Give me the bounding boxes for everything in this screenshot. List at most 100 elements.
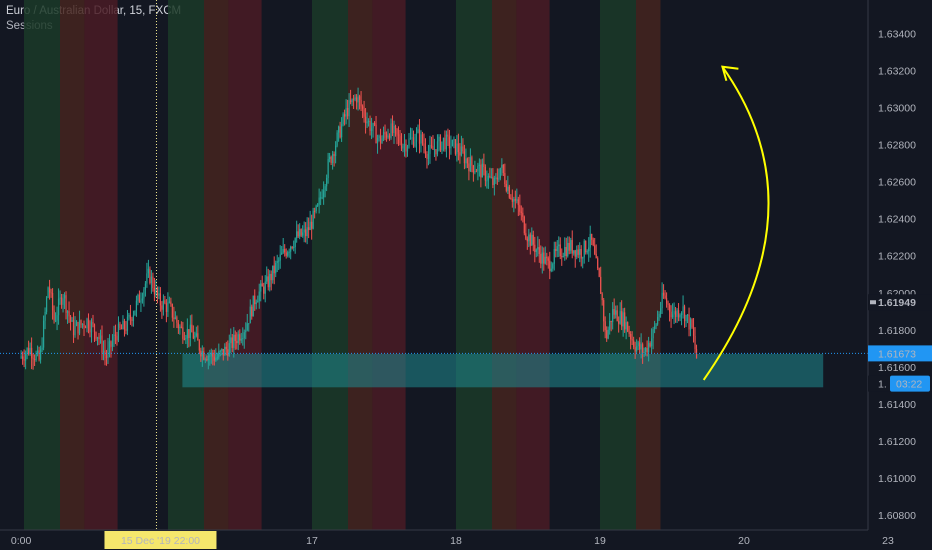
candle-body (326, 177, 328, 187)
price-tick-label: 1.63200 (878, 65, 916, 77)
candle-body (269, 273, 271, 288)
candle-body (224, 346, 226, 356)
candle-body (659, 308, 662, 315)
time-tick-label: 23 (882, 535, 894, 547)
candle-body (95, 332, 97, 339)
candle-body (390, 123, 392, 138)
candle-body (450, 146, 452, 149)
candle-body (478, 164, 480, 166)
price-axis[interactable]: 1.63400 1.63200 1.63000 1.62800 1.62600 1.624… (867, 0, 932, 550)
candle-body (628, 331, 630, 334)
candle-body (612, 309, 614, 322)
candle-body (671, 314, 674, 318)
candle-body (378, 135, 380, 139)
candle-body (99, 335, 102, 340)
candle-body (411, 137, 413, 139)
candle-body (81, 323, 84, 325)
price-tick-label: 1.61400 (878, 399, 916, 411)
candle-body (670, 311, 672, 318)
candle-body (152, 276, 154, 289)
candle-body (198, 340, 200, 351)
candle-body (332, 153, 334, 164)
candle-body (511, 199, 513, 202)
candle-body (341, 124, 343, 138)
candle-body (630, 333, 632, 340)
candle-body (42, 320, 45, 348)
candle-body (348, 100, 350, 117)
candle-body (207, 355, 209, 361)
price-tick-label: 1.61800 (878, 325, 916, 337)
candle-body (668, 304, 671, 312)
candle-body (50, 292, 52, 294)
candle-body (460, 146, 463, 156)
candle-body (314, 210, 316, 212)
candle-body (541, 252, 543, 264)
candle-body (222, 348, 224, 356)
candle-body (442, 137, 445, 142)
candle-body (197, 333, 199, 341)
candle-body (544, 256, 546, 264)
candle-body (131, 318, 133, 322)
candle-body (435, 149, 437, 155)
candle-body (345, 107, 347, 117)
candle-body (176, 317, 178, 323)
candle-body (203, 351, 205, 360)
candle-body (654, 326, 656, 330)
candle-body (225, 346, 227, 350)
candle-body (531, 234, 533, 246)
candle-body (525, 233, 527, 239)
candle-body (502, 164, 504, 174)
session-band (600, 0, 636, 530)
candle-body (297, 231, 299, 237)
price-tick-label: 1.63400 (878, 28, 916, 40)
candle-body (634, 347, 636, 352)
session-band (492, 0, 517, 530)
price-tick-label: 1.62400 (878, 214, 916, 226)
candle-body (484, 167, 486, 181)
candle-body (657, 317, 659, 325)
candle-body (186, 329, 188, 339)
candle-body (158, 293, 160, 296)
candle-body (89, 328, 91, 333)
candle-body (622, 312, 624, 327)
candle-body (167, 302, 169, 312)
candle-body (550, 268, 552, 271)
candle-body (393, 126, 395, 134)
candle-body (676, 310, 678, 317)
session-band (204, 0, 229, 530)
candle-body (317, 204, 319, 206)
candle-body (498, 178, 500, 180)
candle-body (391, 123, 394, 134)
candle-body (179, 326, 181, 329)
candle-body (245, 330, 247, 333)
candle-body (177, 322, 179, 329)
candle-body (441, 141, 443, 151)
candle-body (508, 186, 510, 198)
candle-body (25, 353, 27, 361)
candle-body (594, 245, 596, 254)
candle-body (673, 311, 675, 315)
candle-body (562, 256, 564, 258)
session-band (516, 0, 550, 530)
candle-body (39, 349, 42, 360)
candle-body (215, 357, 217, 361)
candle-body (640, 344, 642, 350)
candle-body (405, 144, 407, 152)
candle-body (636, 346, 638, 352)
candle-body (65, 295, 67, 313)
candle-body (210, 352, 212, 356)
candle-body (83, 323, 85, 328)
candle-body (573, 250, 575, 254)
candle-body (399, 135, 401, 143)
candle-body (355, 97, 358, 103)
candle-body (138, 294, 141, 303)
candle-body (682, 306, 684, 313)
candle-body (679, 314, 681, 318)
candle-body (597, 258, 599, 269)
candle-body (649, 343, 651, 347)
price-tick-label: 1.61000 (878, 473, 916, 485)
time-axis[interactable]: 0:00 17 18 19 20 23 15 Dec '19 22:00 (0, 529, 932, 550)
candle-body (429, 145, 431, 154)
candle-body (384, 132, 386, 135)
